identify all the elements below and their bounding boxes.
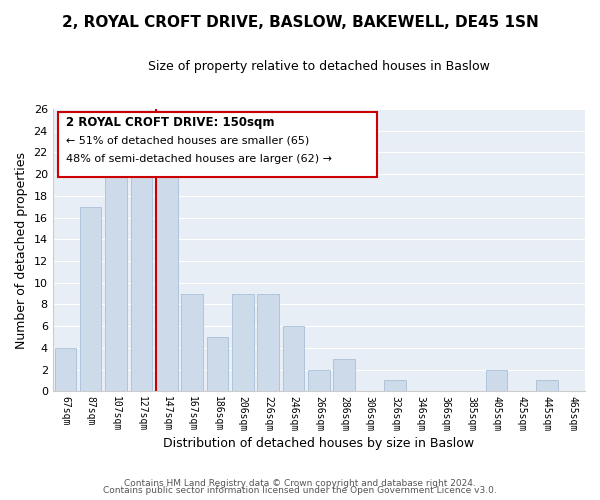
Bar (55, 348, 76, 392)
FancyBboxPatch shape (58, 112, 377, 176)
Text: 48% of semi-detached houses are larger (62) →: 48% of semi-detached houses are larger (… (66, 154, 332, 164)
Bar (156, 163, 178, 392)
Bar (206, 337, 228, 392)
Bar (257, 294, 279, 392)
Bar (536, 380, 558, 392)
Bar (384, 380, 406, 392)
Bar (334, 358, 355, 392)
X-axis label: Distribution of detached houses by size in Baslow: Distribution of detached houses by size … (163, 437, 475, 450)
Title: Size of property relative to detached houses in Baslow: Size of property relative to detached ho… (148, 60, 490, 73)
Bar (283, 326, 304, 392)
Bar (308, 370, 329, 392)
Bar (131, 174, 152, 392)
Y-axis label: Number of detached properties: Number of detached properties (15, 152, 28, 348)
Bar (80, 206, 101, 392)
Text: ← 51% of detached houses are smaller (65): ← 51% of detached houses are smaller (65… (66, 135, 309, 145)
Bar (485, 370, 507, 392)
Text: 2 ROYAL CROFT DRIVE: 150sqm: 2 ROYAL CROFT DRIVE: 150sqm (66, 116, 274, 129)
Bar (105, 174, 127, 392)
Text: Contains public sector information licensed under the Open Government Licence v3: Contains public sector information licen… (103, 486, 497, 495)
Bar (181, 294, 203, 392)
Bar (232, 294, 254, 392)
Text: 2, ROYAL CROFT DRIVE, BASLOW, BAKEWELL, DE45 1SN: 2, ROYAL CROFT DRIVE, BASLOW, BAKEWELL, … (62, 15, 538, 30)
Text: Contains HM Land Registry data © Crown copyright and database right 2024.: Contains HM Land Registry data © Crown c… (124, 478, 476, 488)
